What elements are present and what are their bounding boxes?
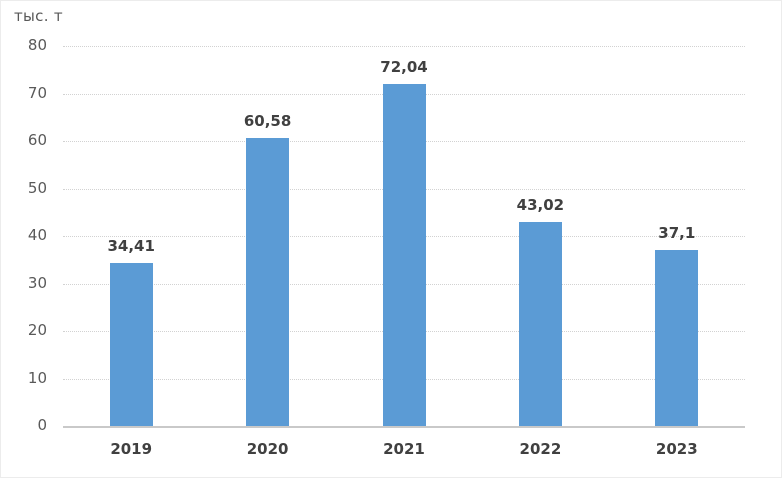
y-axis-tick-label: 50 [27, 178, 47, 197]
y-axis-tick-label: 40 [27, 226, 47, 244]
bar [518, 221, 562, 426]
bar [655, 249, 699, 426]
y-axis-tick-label: 60 [27, 131, 47, 149]
data-label: 34,41 [107, 236, 155, 255]
bar [109, 262, 153, 426]
x-axis-tick-label: 2019 [110, 440, 153, 458]
y-axis-tick-label: 30 [27, 273, 47, 292]
y-axis-tick-label: 80 [27, 36, 47, 54]
y-axis-tick-label: 0 [37, 416, 47, 434]
y-axis-tick-label: 10 [27, 368, 47, 387]
y-axis-unit-label: тыс. т [14, 7, 63, 25]
bar [246, 138, 290, 426]
x-axis-tick-label: 2022 [519, 440, 562, 458]
data-label: 72,04 [380, 57, 428, 76]
x-axis-tick-label: 2023 [655, 440, 698, 458]
gridline [63, 46, 745, 47]
y-axis-tick-label: 70 [27, 83, 47, 102]
x-axis-tick-label: 2020 [246, 440, 289, 458]
x-axis-line [63, 426, 745, 428]
bar [382, 83, 426, 426]
y-axis-tick-label: 20 [27, 321, 47, 339]
data-label: 37,1 [658, 223, 696, 242]
x-axis-tick-label: 2021 [383, 440, 425, 458]
data-label: 60,58 [243, 112, 292, 131]
data-label: 43,02 [516, 195, 565, 214]
